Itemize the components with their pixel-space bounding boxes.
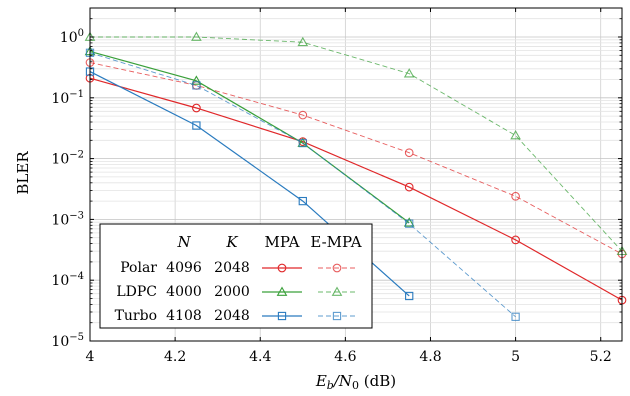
y-tick-label: 10−3 xyxy=(51,210,84,228)
data-point-polar-e-mpa xyxy=(511,191,520,201)
ticks: 4 4.2 4.4 4.6 4.8 5 5.2 100 10−1 10−2 10−3 10−4 10−5 xyxy=(51,7,622,365)
series-line-polar-mpa xyxy=(89,77,623,301)
legend-row-ldpc-n: 4000 xyxy=(166,284,202,300)
data-point-ldpc-e-mpa xyxy=(403,68,415,78)
series-line-ldpc-e-mpa xyxy=(90,36,623,252)
y-tick-label: 10−5 xyxy=(51,332,84,350)
y-tick-label: 10−1 xyxy=(51,89,84,107)
legend-sample-mpa-marker xyxy=(277,311,287,321)
legend-row-ldpc-k: 2000 xyxy=(214,284,250,300)
data-point-polar-mpa xyxy=(404,182,414,192)
legend-header-k: K xyxy=(225,233,238,251)
legend-samples xyxy=(262,263,356,321)
series-line-ldpc-mpa xyxy=(89,50,410,224)
x-tick-label: 4.2 xyxy=(164,349,186,365)
data-point-turbo-e-mpa xyxy=(405,219,414,228)
legend: N K MPA E-MPA Polar 4096 2048 LDPC 4000 … xyxy=(99,223,373,329)
plot-frame xyxy=(89,7,623,342)
data-point-polar-mpa xyxy=(192,103,201,113)
y-tick-label: 10−4 xyxy=(51,271,84,289)
y-tick-label: 100 xyxy=(60,28,84,46)
x-tick-label: 5 xyxy=(511,349,520,365)
data-point-polar-e-mpa xyxy=(404,148,414,158)
legend-header-n: N xyxy=(176,233,191,251)
series-ldpc-e-mpa xyxy=(84,31,628,256)
data-point-ldpc-mpa xyxy=(191,75,202,85)
x-axis-label-sub-0: 0 xyxy=(352,379,359,392)
legend-row-polar-k: 2048 xyxy=(214,260,250,276)
legend-row-turbo-n: 4108 xyxy=(166,308,202,324)
x-tick-label: 4.8 xyxy=(419,349,441,365)
legend-sample-mpa-marker xyxy=(276,286,288,296)
data-point-turbo-mpa xyxy=(192,121,201,130)
legend-row-turbo-name: Turbo xyxy=(115,308,157,324)
x-axis-label-unit: (dB) xyxy=(359,372,396,390)
x-tick-label: 4.6 xyxy=(334,349,356,365)
data-point-polar-mpa xyxy=(511,235,520,245)
x-axis-label-sub-b: b xyxy=(327,379,334,392)
x-tick-label: 5.2 xyxy=(590,349,612,365)
data-point-ldpc-e-mpa xyxy=(191,31,202,41)
legend-sample-mpa-marker xyxy=(277,263,287,273)
data-point-ldpc-e-mpa xyxy=(510,129,521,140)
legend-sample-empa-marker xyxy=(332,263,342,273)
data-point-ldpc-e-mpa xyxy=(297,36,309,47)
x-axis-label: Eb/N0 (dB) xyxy=(315,372,396,392)
legend-row-polar-name: Polar xyxy=(120,260,157,276)
legend-row-ldpc-name: LDPC xyxy=(116,284,157,300)
series-line-polar-e-mpa xyxy=(89,62,623,255)
legend-row-polar-n: 4096 xyxy=(166,260,202,276)
legend-box xyxy=(99,223,373,329)
data-point-turbo-e-mpa xyxy=(192,81,201,90)
legend-sample-empa-marker xyxy=(331,286,343,296)
y-axis-label: BLER xyxy=(14,151,32,195)
data-point-turbo-mpa xyxy=(298,196,307,206)
x-tick-label: 4 xyxy=(86,349,95,365)
data-point-turbo-e-mpa xyxy=(511,312,520,321)
legend-row-turbo-k: 2048 xyxy=(214,308,250,324)
x-axis-label-e: E xyxy=(315,372,327,390)
legend-header-empa: E-MPA xyxy=(310,233,361,251)
x-axis-label-slash-n: /N xyxy=(332,372,353,390)
x-tick-label: 4.4 xyxy=(249,349,271,365)
data-point-turbo-mpa xyxy=(405,291,414,301)
legend-sample-empa-marker xyxy=(332,311,342,321)
y-tick-label: 10−2 xyxy=(51,150,84,168)
data-point-polar-e-mpa xyxy=(298,110,308,120)
series-line-turbo-e-mpa xyxy=(89,52,516,318)
legend-header-mpa: MPA xyxy=(265,233,300,251)
data-point-turbo-e-mpa xyxy=(298,138,307,148)
